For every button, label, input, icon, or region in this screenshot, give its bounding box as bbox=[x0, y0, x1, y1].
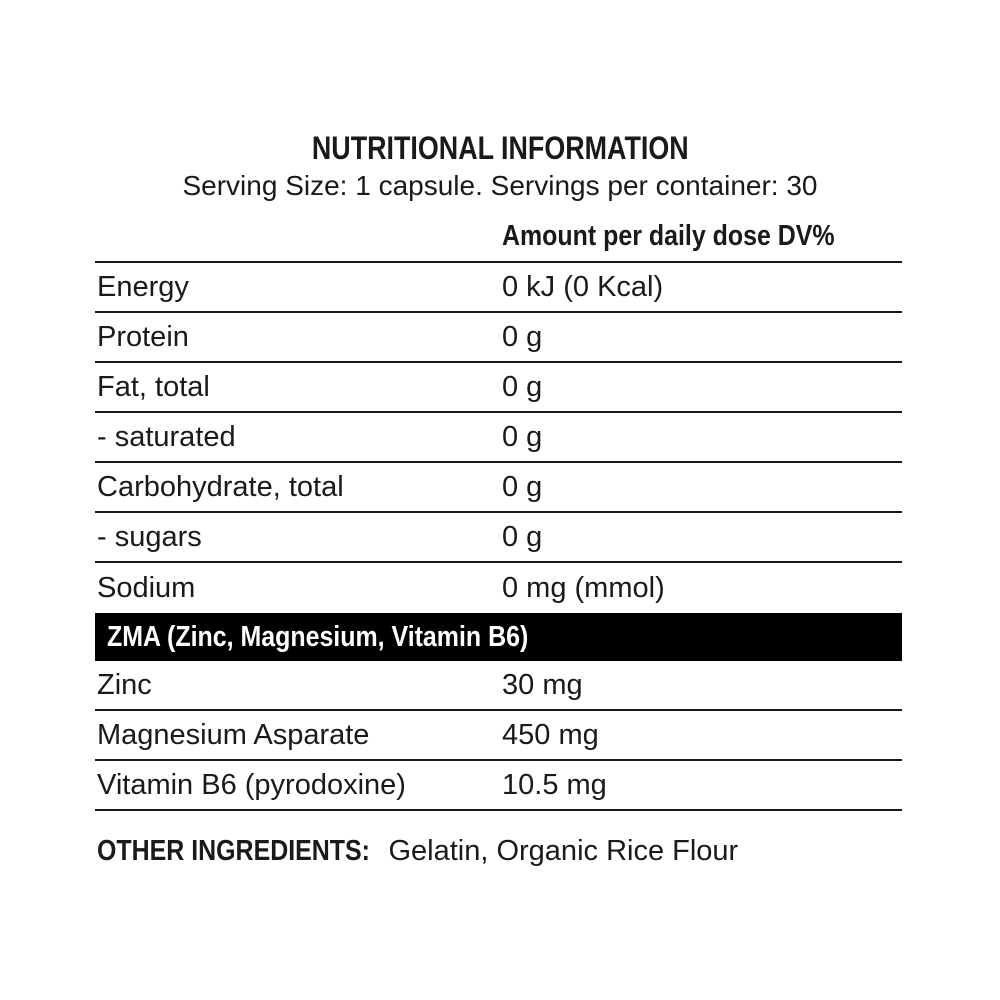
nutrient-name: - saturated bbox=[97, 420, 236, 453]
section-header: ZMA (Zinc, Magnesium, Vitamin B6) bbox=[107, 620, 529, 653]
nutrient-value: 0 g bbox=[502, 520, 543, 553]
table-row: Energy 0 kJ (0 Kcal) bbox=[95, 261, 902, 313]
nutrient-value: 0 g bbox=[502, 470, 543, 503]
serving-info: Serving Size: 1 capsule. Servings per co… bbox=[182, 170, 818, 201]
ingredient-name: Magnesium Asparate bbox=[97, 718, 370, 751]
nutrient-value: 0 kJ (0 Kcal) bbox=[502, 270, 664, 303]
nutrient-value: 0 g bbox=[502, 420, 543, 453]
nutrient-name: - sugars bbox=[97, 520, 202, 553]
ingredient-value: 450 mg bbox=[502, 718, 599, 751]
table-row: Magnesium Asparate 450 mg bbox=[95, 711, 902, 761]
table-row: Sodium 0 mg (mmol) bbox=[95, 563, 902, 613]
table-row: Zinc 30 mg bbox=[95, 661, 902, 711]
table-row: - sugars 0 g bbox=[95, 513, 902, 563]
nutrient-name: Sodium bbox=[97, 571, 196, 604]
table-row: Vitamin B6 (pyrodoxine) 10.5 mg bbox=[95, 761, 902, 811]
other-ingredients-label: OTHER INGREDIENTS: bbox=[97, 835, 370, 867]
nutrient-name: Carbohydrate, total bbox=[97, 470, 344, 503]
nutrient-name: Energy bbox=[97, 270, 189, 303]
section-header-bar: ZMA (Zinc, Magnesium, Vitamin B6) bbox=[95, 613, 902, 661]
table-row: Carbohydrate, total 0 g bbox=[95, 463, 902, 513]
other-ingredients-text: Gelatin, Organic Rice Flour bbox=[380, 835, 739, 867]
ingredient-name: Vitamin B6 (pyrodoxine) bbox=[97, 768, 406, 801]
ingredient-value: 30 mg bbox=[502, 668, 583, 701]
nutrient-value: 0 g bbox=[502, 370, 543, 403]
table-row: Fat, total 0 g bbox=[95, 363, 902, 413]
nutrient-value: 0 mg (mmol) bbox=[502, 571, 665, 604]
nutrient-name: Fat, total bbox=[97, 370, 210, 403]
table-row: Protein 0 g bbox=[95, 313, 902, 363]
column-header: Amount per daily dose DV% bbox=[502, 220, 889, 253]
ingredient-value: 10.5 mg bbox=[502, 768, 607, 801]
nutrition-table: Energy 0 kJ (0 Kcal) Protein 0 g Fat, tota… bbox=[95, 261, 902, 811]
ingredient-name: Zinc bbox=[97, 668, 152, 701]
table-row: - saturated 0 g bbox=[95, 413, 902, 463]
nutrient-value: 0 g bbox=[502, 320, 543, 353]
label-title: NUTRITIONAL INFORMATION bbox=[0, 130, 1000, 167]
other-ingredients: OTHER INGREDIENTS: Gelatin, Organic Rice… bbox=[97, 835, 738, 868]
column-header-text: Amount per daily dose DV% bbox=[502, 220, 835, 252]
nutrient-name: Protein bbox=[97, 320, 189, 353]
title-text: NUTRITIONAL INFORMATION bbox=[311, 130, 689, 166]
